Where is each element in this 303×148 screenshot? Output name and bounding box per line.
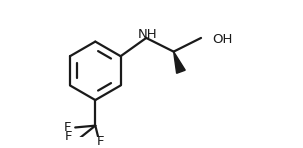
Text: NH: NH bbox=[137, 28, 157, 41]
Text: F: F bbox=[65, 130, 72, 143]
Text: F: F bbox=[97, 135, 105, 148]
Text: OH: OH bbox=[212, 33, 232, 46]
Polygon shape bbox=[174, 52, 185, 73]
Text: F: F bbox=[64, 121, 72, 134]
